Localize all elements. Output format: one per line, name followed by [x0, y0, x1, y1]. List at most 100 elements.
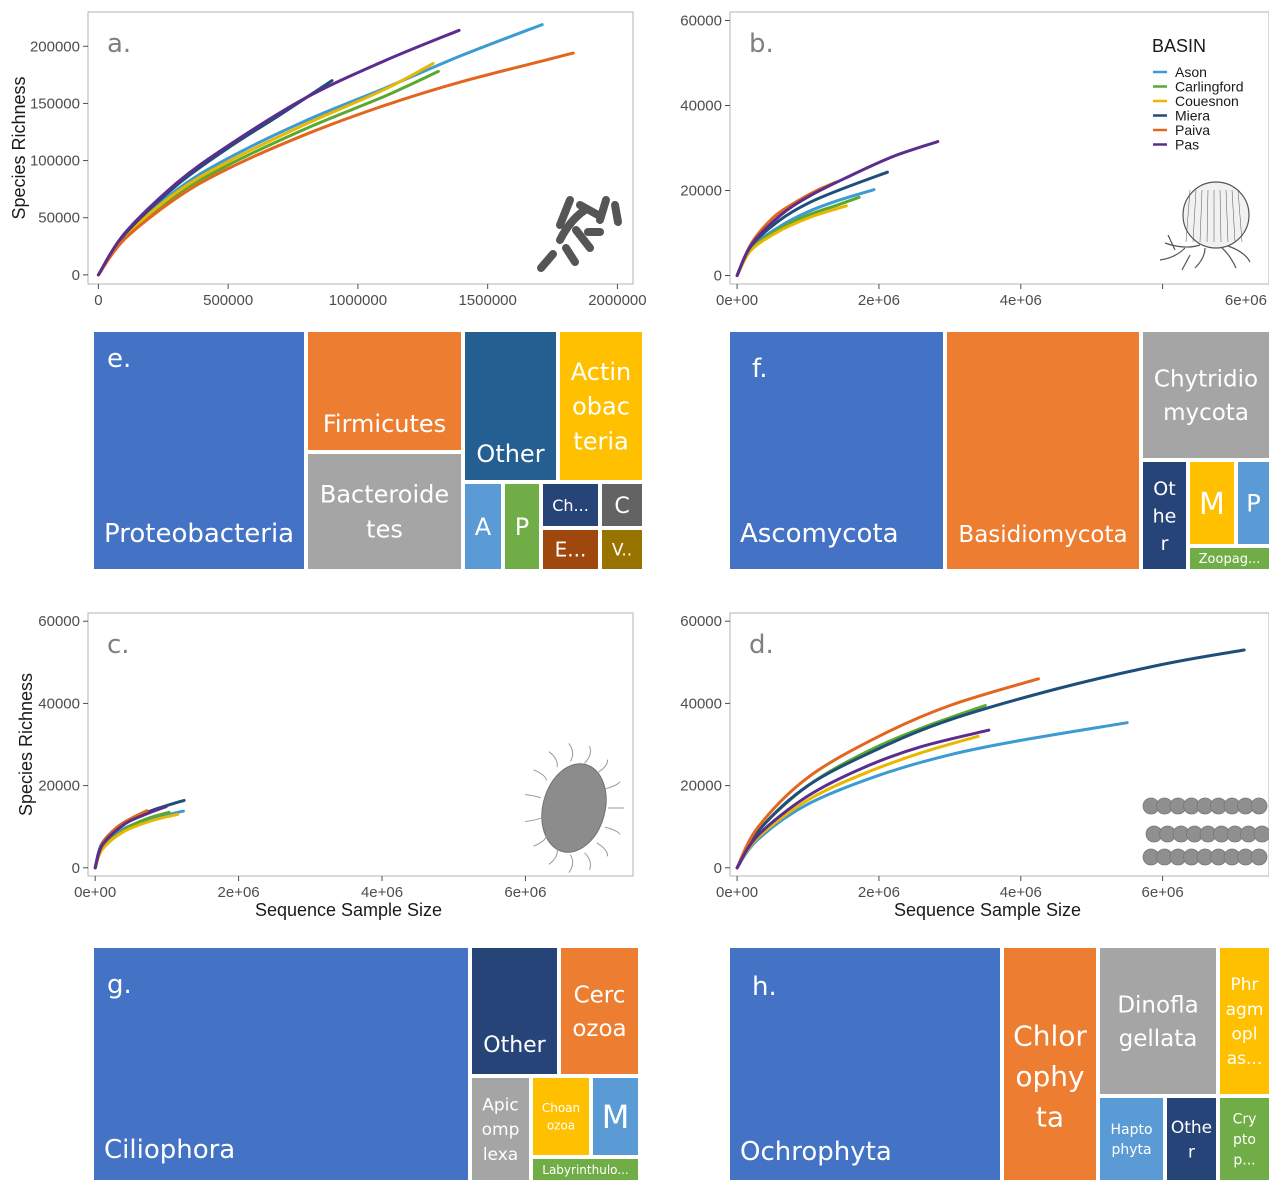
treemap-tile: M — [593, 1078, 638, 1155]
tile-label-line: Proteobacteria — [104, 519, 294, 549]
rhizoid-line — [1181, 254, 1191, 271]
y-tick-label: 50000 — [38, 210, 80, 227]
rhizoid-line — [1164, 242, 1201, 248]
diatom-cell — [1250, 797, 1268, 815]
treemap-tile: V.. — [602, 530, 642, 569]
tile-rect — [560, 332, 642, 480]
series-line-couesnon — [735, 204, 848, 277]
y-tick-label: 20000 — [680, 778, 722, 795]
tile-label: Hapto phyta — [1110, 1122, 1152, 1158]
tile-label: Firmicutes — [323, 410, 446, 438]
cilium — [596, 842, 609, 857]
tile-label-line: Ascomycota — [740, 519, 899, 549]
treemap-tile: P — [1238, 462, 1269, 544]
tile-rect — [602, 484, 642, 526]
rhizoid-line — [1194, 247, 1206, 269]
cilium — [525, 794, 542, 799]
y-tick-label: 150000 — [30, 95, 80, 112]
y-tick-label: 40000 — [680, 98, 722, 115]
tile-rect — [1190, 548, 1269, 569]
tile-label: Actin obac teria — [571, 358, 631, 456]
x-tick-label: 500000 — [203, 292, 253, 309]
tile-label-line: Other — [476, 440, 544, 468]
tile-label-line: agm — [1226, 1000, 1264, 1020]
series-line-pas — [735, 140, 940, 277]
treemap-tile: Other — [472, 948, 557, 1074]
tile-label: Zoopag... — [1199, 552, 1261, 567]
bacteria-rods-icon — [537, 196, 622, 272]
x-axis-title: Sequence Sample Size — [255, 900, 442, 920]
tile-label-line: p... — [1233, 1152, 1255, 1168]
sporangium-texture — [1225, 189, 1229, 243]
tile-rect — [561, 948, 638, 1074]
series-line-miera — [735, 648, 1246, 870]
tile-rect — [1220, 948, 1269, 1094]
legend-entry: Miera — [1175, 108, 1210, 124]
x-tick-label: 0e+00 — [716, 292, 758, 309]
tile-rect — [1167, 1098, 1216, 1180]
series-line-pas — [93, 805, 168, 870]
treemap-2: Ciliophora Other Cerc ozoa Apic omp lexa Choan o… — [94, 948, 638, 1180]
cilium — [604, 826, 621, 835]
x-tick-label: 2e+06 — [858, 884, 900, 901]
y-tick-label: 0 — [714, 860, 722, 877]
tile-label: Other — [476, 440, 544, 468]
chart-panel-3: 0 20000 40000 60000 0e+00 2e+06 4e+06 6e+06 Sequ… — [680, 612, 1269, 920]
rod-shape — [562, 244, 579, 266]
y-tick-label: 100000 — [30, 153, 80, 170]
diatom-cell — [1250, 848, 1268, 866]
ciliate-body — [541, 763, 607, 853]
tile-label-line: Actin — [571, 358, 631, 386]
tile-label-line: omp — [482, 1120, 520, 1140]
rhizoid-line — [1159, 247, 1186, 261]
tile-label: Bacteroide tes — [320, 481, 449, 544]
treemap-tile: Cry pto p... — [1220, 1098, 1269, 1180]
tile-rect — [543, 530, 598, 569]
tile-rect — [1004, 948, 1096, 1180]
x-tick-label: 2e+06 — [858, 292, 900, 309]
tile-label-line: ozoa — [572, 1016, 626, 1042]
tile-label: Dinofla gellata — [1117, 993, 1198, 1052]
treemap-tile: P — [505, 484, 539, 569]
tile-label-line: as... — [1227, 1049, 1263, 1069]
x-tick-label: 2000000 — [588, 292, 646, 309]
tile-label-line: Othe — [1171, 1118, 1212, 1138]
tile-label-line: obac — [572, 393, 630, 421]
tile-rect — [602, 530, 642, 569]
treemap-tile: M — [1190, 462, 1234, 544]
tile-label-line: ozoa — [547, 1119, 575, 1133]
tile-label-line: M — [602, 1098, 630, 1136]
tile-label-line: Firmicutes — [323, 410, 446, 438]
tile-label-line: Other — [483, 1033, 546, 1058]
x-tick-label: 2e+06 — [218, 884, 260, 901]
cilium — [584, 746, 591, 764]
tile-rect — [94, 332, 304, 569]
y-tick-label: 60000 — [680, 13, 722, 30]
treemap-tile: Ciliophora — [94, 948, 468, 1180]
tile-label-line: C — [614, 494, 629, 519]
diatom-cell — [1253, 825, 1269, 843]
tile-rect — [472, 948, 557, 1074]
cilium — [604, 781, 621, 790]
tile-label: Chytridio mycota — [1154, 367, 1258, 426]
treemap-0: Proteobacteria Firmicutes Bacteroide tes Oth… — [94, 332, 642, 569]
tile-label: Ochrophyta — [740, 1137, 892, 1167]
tile-label-line: P — [515, 513, 529, 541]
sporangium-texture — [1219, 189, 1222, 243]
treemap-3: Ochrophyta Chlor ophy ta Dinofla gellata Phr ag… — [730, 948, 1269, 1180]
panel-letter: h. — [752, 972, 777, 1002]
tile-label-line: Chlor — [1013, 1019, 1087, 1052]
treemap-tile: Chlor ophy ta — [1004, 948, 1096, 1180]
treemap-tile: Hapto phyta — [1100, 1098, 1163, 1180]
treemap-tile: Other — [465, 332, 556, 480]
rod-shape — [556, 196, 574, 229]
fungus-sporangium-icon — [1159, 181, 1251, 271]
tile-label: Apic omp lexa — [482, 1095, 520, 1164]
sporangium-texture — [1231, 189, 1236, 243]
y-tick-label: 0 — [714, 268, 722, 285]
legend-entry: Ason — [1175, 64, 1207, 80]
tile-label-line: P — [1246, 490, 1260, 518]
tile-label: Choan ozoa — [542, 1101, 580, 1132]
sporangium-texture — [1185, 189, 1191, 243]
